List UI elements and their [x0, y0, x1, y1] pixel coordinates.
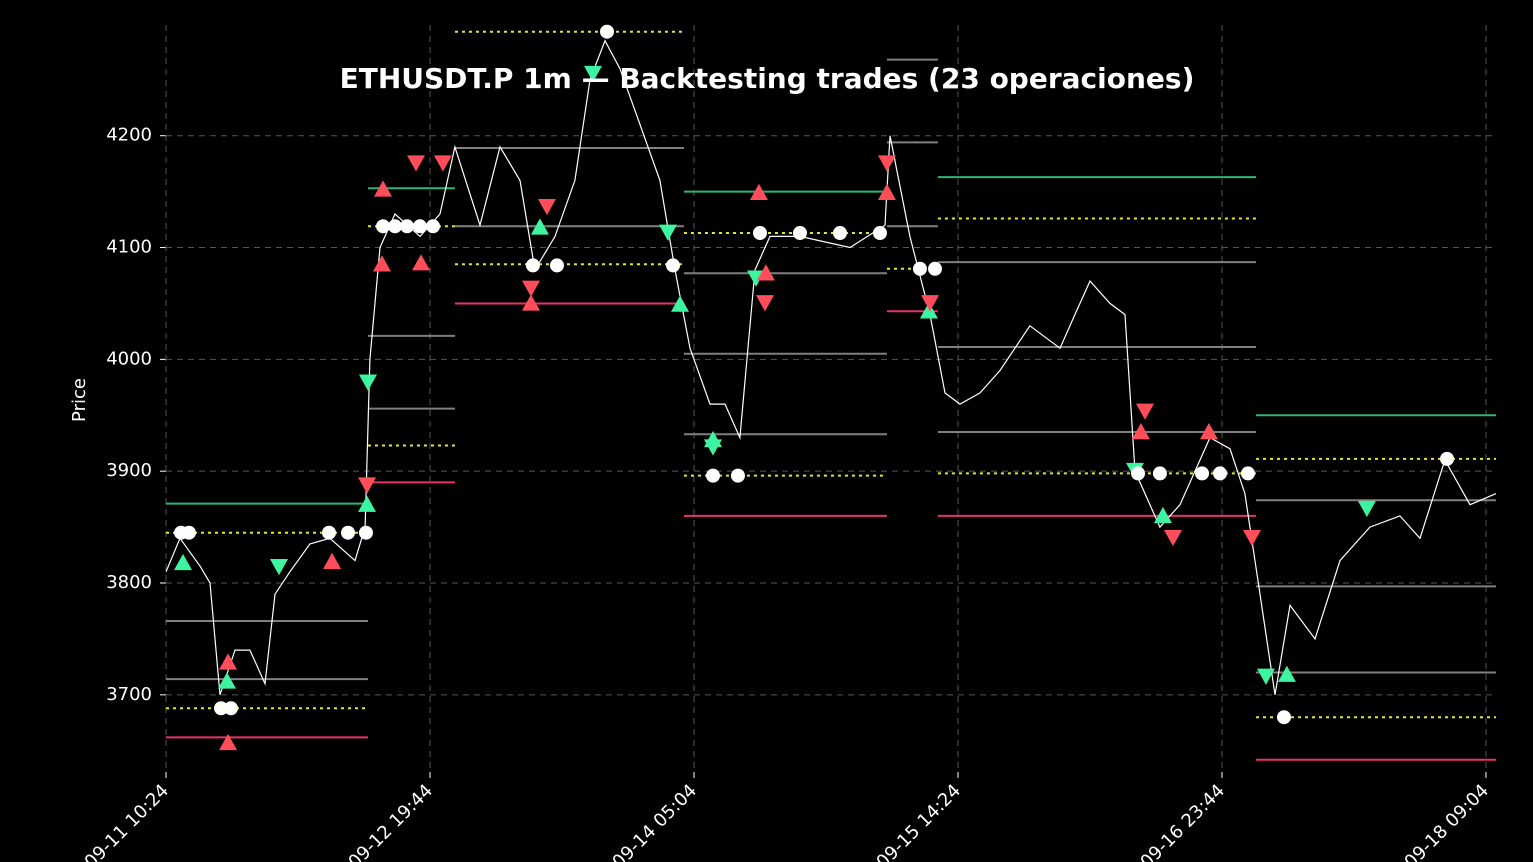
marker-up: [323, 552, 342, 569]
marker-down: [658, 224, 677, 241]
marker-down: [433, 155, 452, 172]
marker-down: [1242, 529, 1261, 547]
exit-marker: [928, 261, 943, 276]
marker-up: [521, 294, 540, 311]
marker-down: [584, 65, 603, 83]
x-tick-label: 09-12 19:44: [345, 780, 438, 862]
y-tick-label: 4200: [106, 125, 152, 146]
marker-up: [358, 495, 377, 512]
y-tick-label: 4000: [106, 348, 152, 369]
exit-marker: [341, 525, 356, 540]
marker-down: [703, 439, 722, 456]
exit-marker: [752, 225, 767, 240]
marker-up: [412, 254, 431, 271]
exit-marker: [412, 219, 427, 234]
marker-down: [1136, 403, 1155, 420]
exit-marker: [600, 24, 615, 39]
exit-marker: [549, 258, 564, 273]
marker-up: [1131, 423, 1150, 440]
y-tick-label: 3800: [106, 572, 152, 593]
marker-down: [407, 155, 426, 172]
chart-title: ETHUSDT.P 1m — Backtesting trades (23 op…: [340, 62, 1195, 95]
exit-marker: [426, 219, 441, 234]
exit-marker: [1195, 466, 1210, 481]
marker-up: [749, 183, 768, 200]
exit-marker: [322, 525, 337, 540]
marker-up: [217, 672, 236, 689]
exit-marker: [912, 261, 927, 276]
marker-up: [530, 218, 549, 235]
exit-marker: [665, 258, 680, 273]
marker-down: [537, 198, 556, 216]
marker-up: [374, 180, 393, 197]
exit-marker: [1152, 466, 1167, 481]
marker-down: [521, 280, 540, 297]
exit-marker: [1212, 466, 1227, 481]
marker-down: [1357, 500, 1376, 518]
exit-marker: [223, 701, 238, 716]
exit-marker: [1440, 451, 1455, 466]
marker-up: [1277, 665, 1296, 682]
marker-down: [358, 374, 377, 391]
marker-down: [269, 559, 288, 576]
marker-up: [670, 295, 689, 312]
x-tick-label: 09-15 14:24: [872, 780, 965, 862]
marker-up: [756, 264, 775, 281]
marker-down: [1256, 668, 1275, 685]
x-tick-label: 09-14 05:04: [608, 780, 701, 862]
marker-down: [1164, 529, 1183, 547]
y-axis-label: Price: [69, 378, 90, 422]
y-tick-label: 3900: [106, 460, 152, 481]
price-line: [165, 39, 1497, 695]
exit-marker: [1240, 466, 1255, 481]
exit-marker: [376, 219, 391, 234]
exit-marker: [1131, 466, 1146, 481]
marker-up: [219, 653, 238, 670]
marker-up: [372, 255, 391, 272]
marker-up: [174, 553, 193, 571]
x-tick-label: 09-16 23:44: [1136, 780, 1229, 862]
exit-marker: [705, 468, 720, 483]
exit-marker: [1277, 710, 1292, 725]
marker-up: [1199, 423, 1218, 440]
marker-down: [756, 295, 775, 312]
exit-marker: [872, 225, 887, 240]
marker-up: [219, 733, 238, 751]
marker-up: [877, 183, 896, 200]
x-tick-label: 09-11 10:24: [81, 780, 174, 862]
exit-marker: [832, 225, 847, 240]
marker-down: [358, 477, 377, 494]
y-tick-label: 3700: [106, 684, 152, 705]
x-tick-label: 09-18 09:04: [1400, 780, 1493, 862]
exit-marker: [730, 468, 745, 483]
marker-up: [1153, 506, 1172, 524]
marker-down: [877, 155, 896, 172]
y-tick-label: 4100: [106, 237, 152, 258]
marker-down: [920, 295, 939, 312]
marker-up: [919, 302, 938, 319]
exit-marker: [388, 219, 403, 234]
exit-marker: [400, 219, 415, 234]
exit-marker: [792, 225, 807, 240]
exit-marker: [181, 525, 196, 540]
exit-marker: [525, 258, 540, 273]
exit-marker: [358, 525, 373, 540]
